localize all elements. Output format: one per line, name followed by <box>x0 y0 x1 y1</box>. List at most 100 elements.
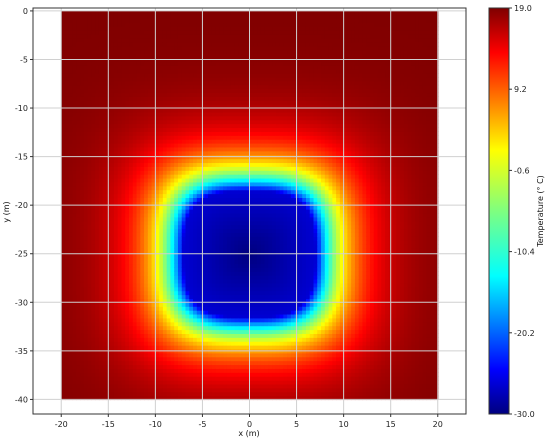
heatmap-cell <box>181 286 187 292</box>
heatmap-cell <box>129 92 134 97</box>
heatmap-cell <box>147 302 153 307</box>
heatmap-cell <box>226 131 232 136</box>
heatmap-cell <box>204 383 209 389</box>
heatmap-cell <box>140 119 145 125</box>
heatmap-cell <box>189 290 194 296</box>
heatmap-cell <box>245 376 251 381</box>
heatmap-cell <box>113 380 119 385</box>
heatmap-cell <box>174 209 179 214</box>
heatmap-cell <box>95 232 100 237</box>
heatmap-cell <box>230 224 236 230</box>
heatmap-cell <box>155 333 160 338</box>
heatmap-cell <box>140 123 145 129</box>
heatmap-cell <box>76 162 81 167</box>
heatmap-cell <box>98 368 104 373</box>
heatmap-cell <box>121 232 126 237</box>
heatmap-cell <box>196 14 202 20</box>
heatmap-cell <box>91 146 96 152</box>
heatmap-cell <box>238 345 243 350</box>
heatmap-cell <box>129 158 134 164</box>
heatmap-cell <box>189 294 194 300</box>
heatmap-cell <box>204 76 209 82</box>
heatmap-cell <box>193 65 198 70</box>
heatmap-cell <box>98 387 104 393</box>
heatmap-cell <box>215 22 220 28</box>
heatmap-cell <box>219 391 224 397</box>
heatmap-cell <box>110 131 115 136</box>
heatmap-cell <box>80 271 85 276</box>
heatmap-cell <box>121 135 126 140</box>
heatmap-cell <box>91 189 96 195</box>
heatmap-cell <box>170 244 175 249</box>
heatmap-cell <box>177 139 183 144</box>
heatmap-cell <box>245 244 251 249</box>
heatmap-cell <box>129 310 134 315</box>
heatmap-cell <box>72 80 77 86</box>
heatmap-cell <box>223 368 228 373</box>
heatmap-cell <box>189 139 194 144</box>
heatmap-cell <box>65 127 70 132</box>
heatmap-cell <box>65 282 70 288</box>
heatmap-cell <box>80 193 85 199</box>
heatmap-cell <box>136 212 141 218</box>
heatmap-cell <box>132 352 138 358</box>
heatmap-cell <box>151 158 156 164</box>
heatmap-cell <box>95 317 100 323</box>
heatmap-cell <box>181 364 187 369</box>
heatmap-cell <box>223 143 228 148</box>
heatmap-cell <box>162 76 168 82</box>
heatmap-cell <box>174 193 179 199</box>
heatmap-cell <box>61 267 66 272</box>
heatmap-cell <box>238 383 243 389</box>
heatmap-cell <box>223 317 228 323</box>
heatmap-cell <box>177 197 183 202</box>
heatmap-cell <box>76 356 81 362</box>
heatmap-cell <box>113 298 119 303</box>
heatmap-cell <box>234 193 239 199</box>
heatmap-cell <box>193 240 198 245</box>
heatmap-cell <box>80 162 85 167</box>
heatmap-cell <box>245 150 251 156</box>
heatmap-cell <box>98 84 104 90</box>
heatmap-cell <box>196 395 202 401</box>
heatmap-cell <box>204 310 209 315</box>
heatmap-cell <box>76 345 81 350</box>
heatmap-cell <box>204 294 209 300</box>
heatmap-cell <box>219 14 224 20</box>
heatmap-cell <box>61 10 66 16</box>
heatmap-cell <box>121 131 126 136</box>
heatmap-cell <box>65 111 70 117</box>
heatmap-cell <box>155 290 160 296</box>
heatmap-cell <box>76 317 81 323</box>
heatmap-cell <box>140 100 145 105</box>
heatmap-cell <box>91 131 96 136</box>
heatmap-cell <box>162 236 168 241</box>
heatmap-cell <box>245 84 251 90</box>
heatmap-cell <box>83 193 89 199</box>
heatmap-cell <box>87 193 92 199</box>
heatmap-cell <box>95 201 100 206</box>
heatmap-cell <box>181 14 187 20</box>
heatmap-cell <box>91 278 96 284</box>
heatmap-cell <box>140 255 145 261</box>
heatmap-cell <box>68 329 74 334</box>
heatmap-cell <box>87 181 92 187</box>
heatmap-cell <box>121 247 126 253</box>
heatmap-cell <box>170 325 175 331</box>
heatmap-cell <box>151 76 156 82</box>
heatmap-cell <box>155 387 160 393</box>
heatmap-cell <box>136 174 141 179</box>
heatmap-cell <box>162 298 168 303</box>
heatmap-cell <box>215 123 220 129</box>
heatmap-cell <box>147 115 153 121</box>
heatmap-cell <box>162 271 168 276</box>
heatmap-cell <box>132 317 138 323</box>
heatmap-cell <box>185 244 190 249</box>
heatmap-cell <box>98 26 104 31</box>
heatmap-cell <box>65 143 70 148</box>
heatmap-cell <box>241 321 247 327</box>
heatmap-cell <box>65 298 70 303</box>
heatmap-cell <box>144 197 149 202</box>
heatmap-cell <box>129 380 134 385</box>
heatmap-cell <box>98 119 104 125</box>
